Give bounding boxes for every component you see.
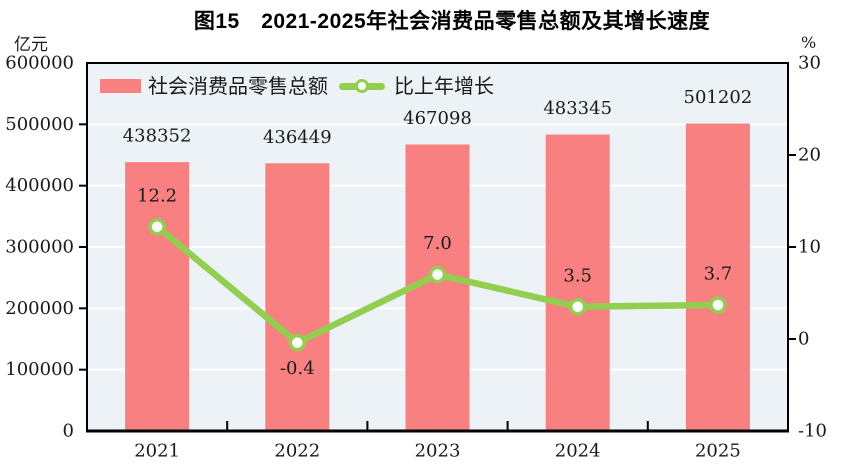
x-axis-label-2021: 2021 xyxy=(134,441,180,462)
left-axis-tick-label: 500000 xyxy=(5,114,74,135)
line-value-label-2021: 12.2 xyxy=(137,185,177,206)
x-axis-label-2025: 2025 xyxy=(695,441,741,462)
x-axis-label-2023: 2023 xyxy=(415,441,461,462)
x-axis-label-2022: 2022 xyxy=(274,441,320,462)
legend: 社会消费品零售总额 比上年增长 xyxy=(100,74,494,98)
line-value-label-2022: -0.4 xyxy=(280,358,315,379)
bar-series-legend-label: 社会消费品零售总额 xyxy=(148,74,328,98)
bar-2022 xyxy=(265,163,330,431)
bar-2021 xyxy=(125,162,190,431)
right-axis-tick-label: 20 xyxy=(798,145,821,166)
bar-series-swatch-icon xyxy=(100,79,141,93)
line-value-label-2023: 7.0 xyxy=(423,233,452,254)
bar-2025 xyxy=(685,123,750,432)
bar-2024 xyxy=(545,134,610,431)
line-marker-2021 xyxy=(148,218,166,236)
left-axis-tick-label: 200000 xyxy=(5,298,74,319)
left-axis-tick-label: 300000 xyxy=(5,237,74,258)
bar-value-label-2022: 436449 xyxy=(263,127,332,148)
bar-value-label-2021: 438352 xyxy=(123,126,192,147)
bar-value-label-2023: 467098 xyxy=(403,108,472,129)
left-axis-tick-label: 0 xyxy=(63,421,74,442)
x-axis-label-2024: 2024 xyxy=(555,441,601,462)
bar-value-label-2024: 483345 xyxy=(543,98,612,119)
left-axis-tick-label: 600000 xyxy=(5,53,74,74)
right-axis-unit-label: % xyxy=(801,33,817,52)
right-axis-tick-label: -10 xyxy=(798,421,827,442)
left-axis-tick-label: 400000 xyxy=(5,175,74,196)
line-series-legend-label: 比上年增长 xyxy=(394,74,494,98)
line-marker-2024 xyxy=(568,298,587,316)
bar-value-label-2025: 501202 xyxy=(684,87,753,108)
right-axis-tick-label: 30 xyxy=(798,53,821,74)
line-marker-2022 xyxy=(288,333,307,352)
line-value-label-2025: 3.7 xyxy=(704,263,733,284)
line-series-marker-icon xyxy=(339,78,385,94)
right-axis-tick-label: 0 xyxy=(798,329,809,350)
line-value-label-2024: 3.5 xyxy=(563,265,592,286)
left-axis-tick-label: 100000 xyxy=(5,359,74,380)
line-marker-2025 xyxy=(709,296,727,314)
right-axis-tick-label: 10 xyxy=(798,237,821,258)
line-marker-2023 xyxy=(428,265,447,284)
chart-title: 图15 2021-2025年社会消费品零售总额及其增长速度 xyxy=(193,10,711,33)
left-axis-unit-label: 亿元 xyxy=(14,35,48,54)
